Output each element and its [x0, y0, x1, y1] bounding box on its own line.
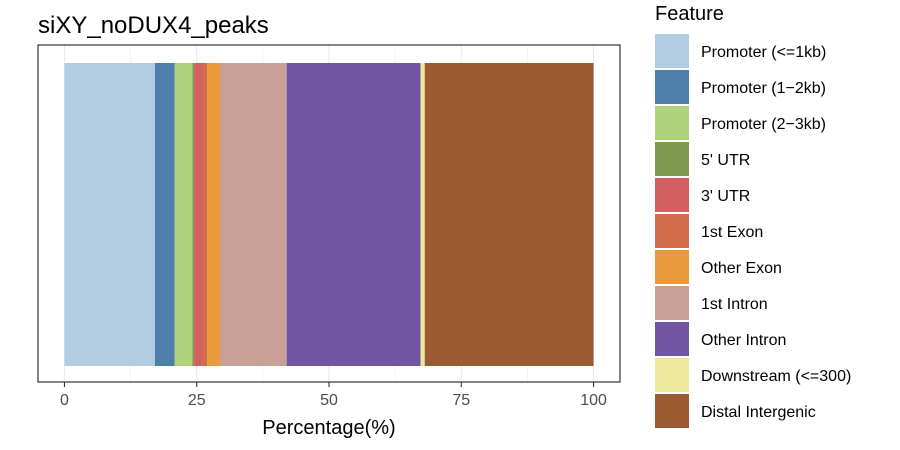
bar-segment [207, 63, 221, 366]
bar-segment [424, 63, 594, 366]
bar-segment [201, 63, 208, 366]
legend-title: Feature [655, 3, 724, 25]
bar-segment [64, 63, 155, 366]
legend-swatch [655, 322, 689, 356]
legend-swatch [655, 358, 689, 392]
legend-label: Promoter (1−2kb) [701, 80, 826, 97]
legend-label: Promoter (2−3kb) [701, 116, 826, 133]
legend-label: 3' UTR [701, 188, 750, 205]
legend-label: 1st Exon [701, 224, 763, 241]
legend-swatch [655, 250, 689, 284]
legend-label: 1st Intron [701, 296, 768, 313]
x-tick-label: 75 [452, 392, 470, 409]
x-axis-title: Percentage(%) [262, 417, 395, 439]
x-tick-label: 50 [320, 392, 338, 409]
legend-label: Other Intron [701, 332, 786, 349]
bar-segment [174, 63, 193, 366]
legend-swatch [655, 394, 689, 428]
legend-label: Downstream (<=300) [701, 368, 851, 385]
bar-segment [420, 63, 425, 366]
legend-swatch [655, 142, 689, 176]
legend-label: Other Exon [701, 260, 782, 277]
legend-items: Promoter (<=1kb) Promoter (1−2kb) Promoter… [655, 34, 851, 428]
legend-label: Distal Intergenic [701, 404, 816, 421]
x-axis: 0 25 50 75 100 [60, 382, 607, 409]
legend-swatch [655, 106, 689, 140]
bar-segment [192, 63, 195, 366]
legend-swatch [655, 70, 689, 104]
x-tick-label: 0 [60, 392, 69, 409]
legend-label: Promoter (<=1kb) [701, 44, 826, 61]
chart-title: siXY_noDUX4_peaks [38, 12, 269, 39]
x-tick-label: 100 [580, 392, 607, 409]
plot-area: 0 25 50 75 100 [37, 44, 621, 409]
legend-swatch [655, 214, 689, 248]
bar-segment [286, 63, 421, 366]
bar-segment [194, 63, 202, 366]
legend-swatch [655, 178, 689, 212]
legend-swatch [655, 286, 689, 320]
x-tick-label: 25 [188, 392, 206, 409]
legend: Feature Promoter (<=1kb) Promoter (1−2kb)… [655, 3, 851, 428]
legend-swatch [655, 34, 689, 68]
bar-segment [220, 63, 287, 366]
bar-segment [154, 63, 175, 366]
stacked-bar [64, 63, 594, 366]
legend-label: 5' UTR [701, 152, 750, 169]
